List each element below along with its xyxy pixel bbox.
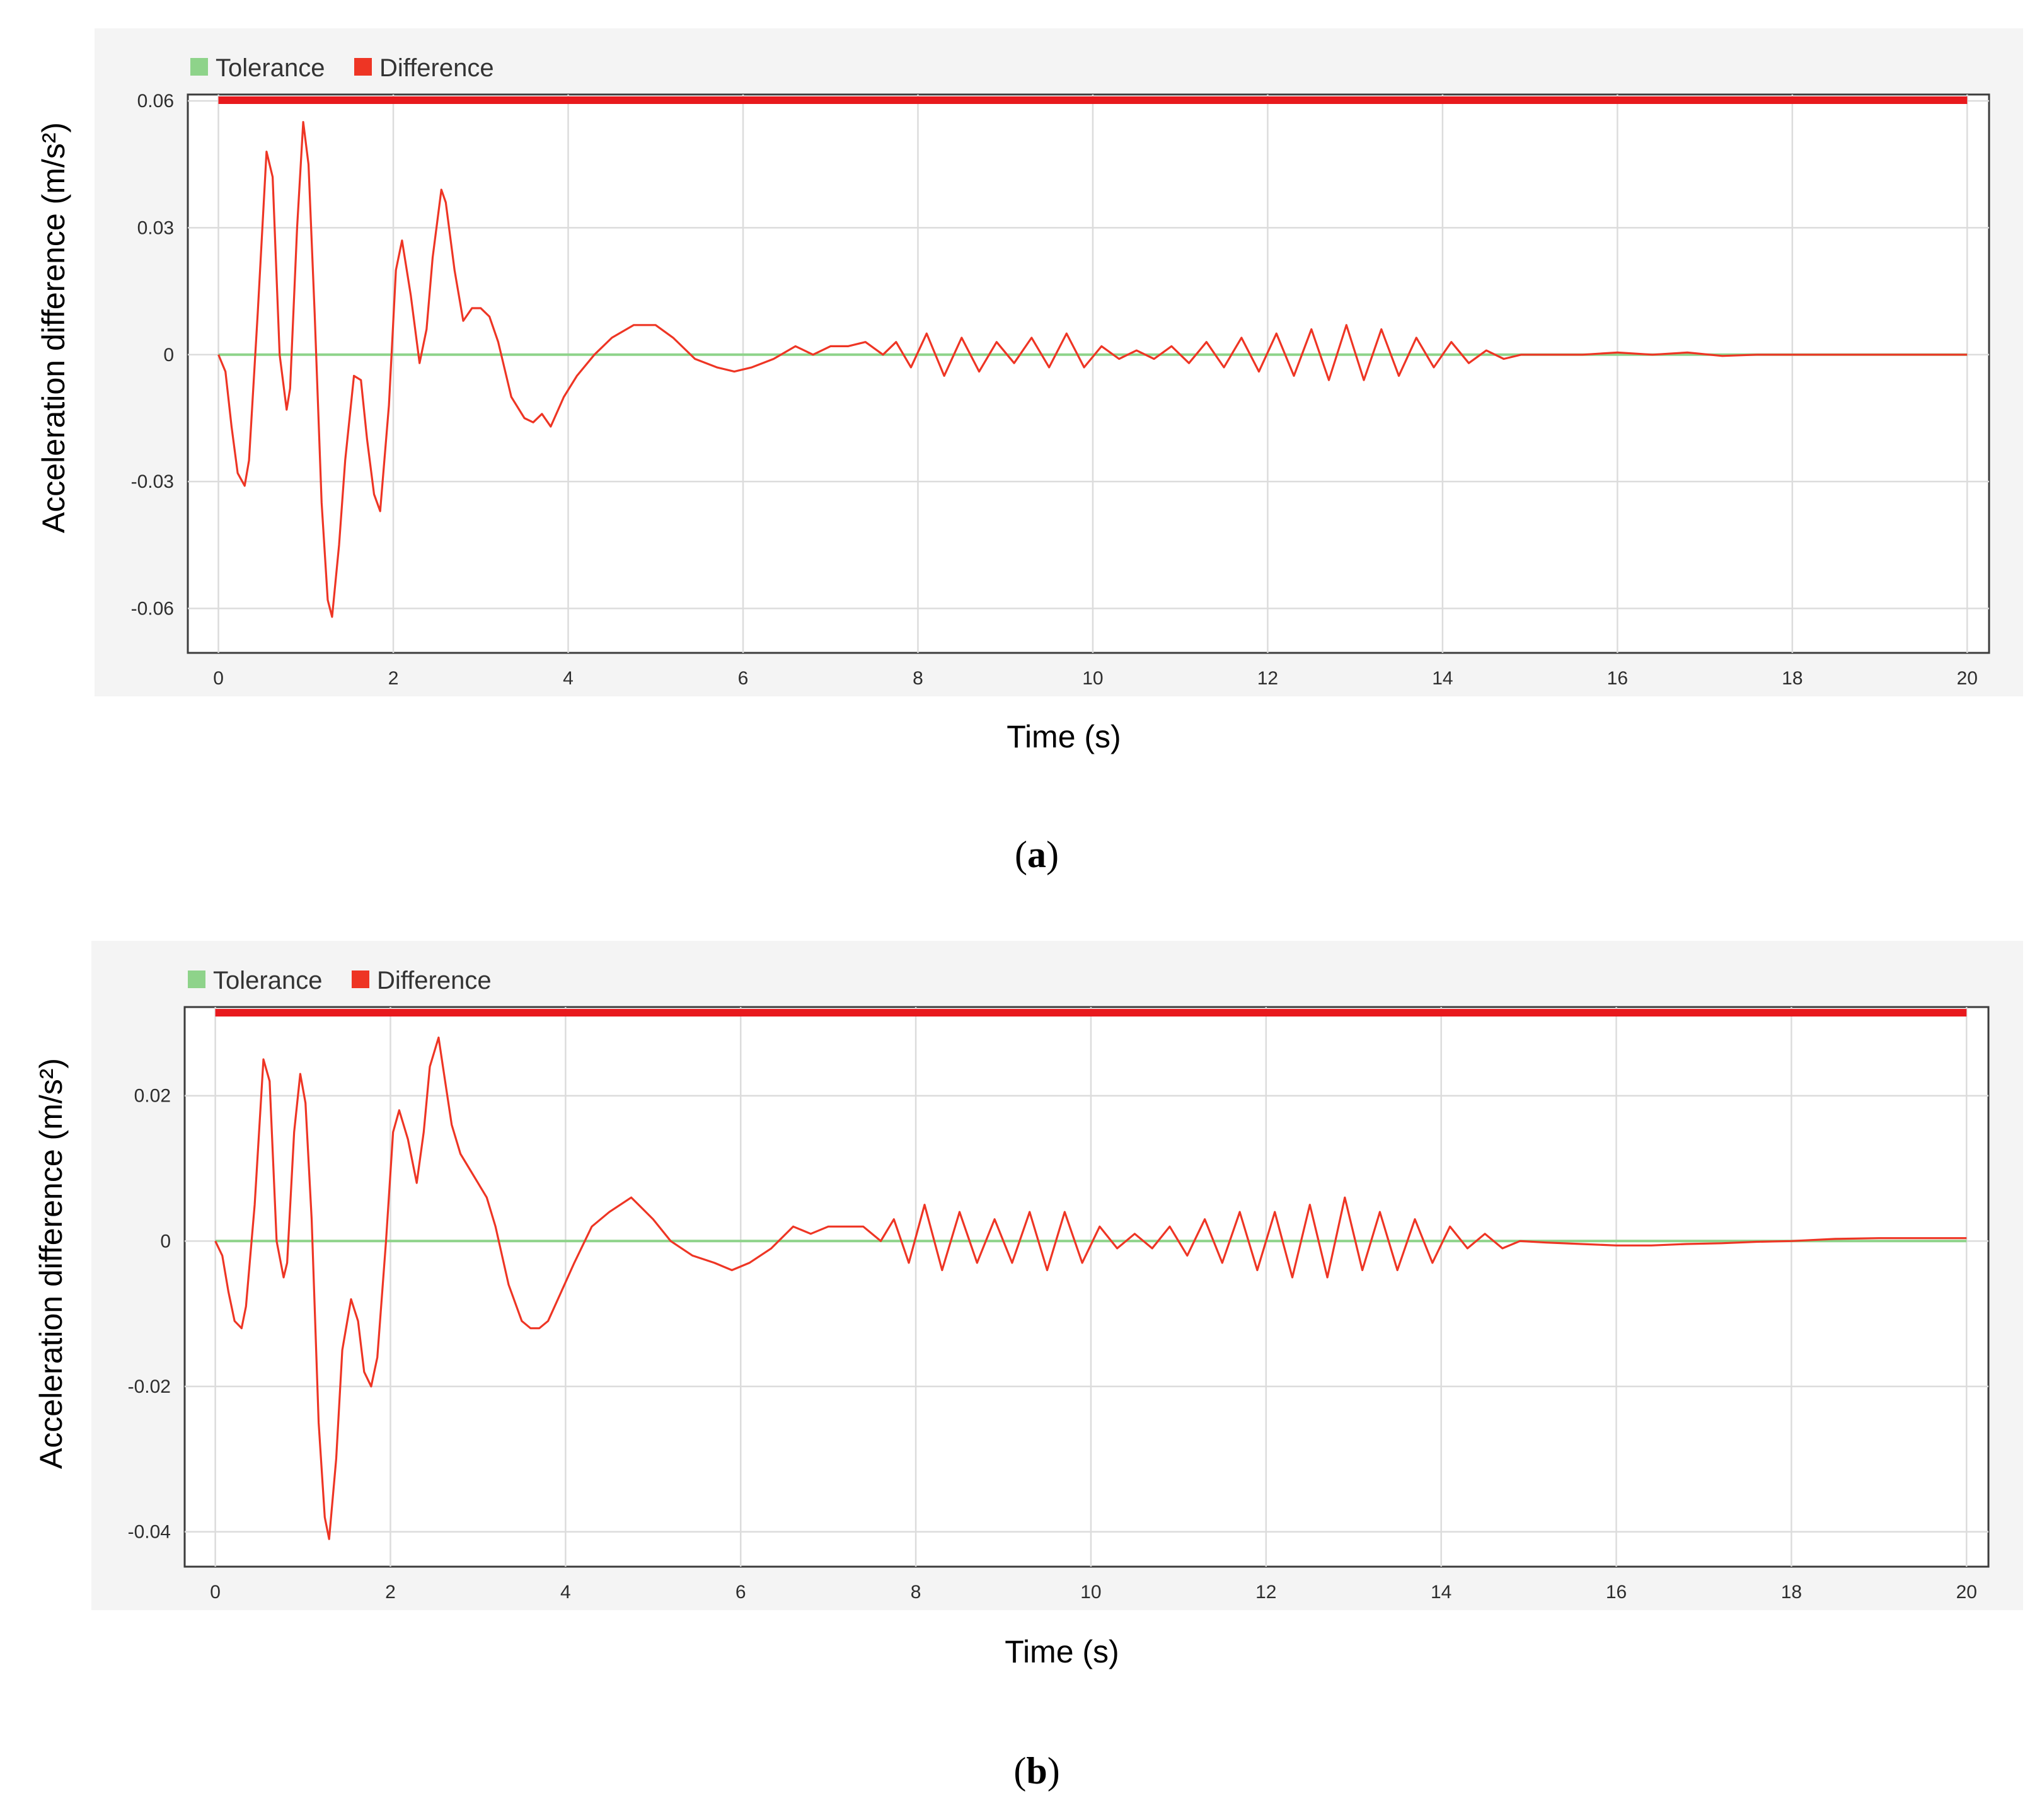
x-tick-label: 2 [385,1582,396,1603]
x-axis-title: Time (s) [1007,719,1121,754]
y-tick-label: -0.02 [128,1376,171,1397]
x-tick-label: 16 [1607,668,1628,689]
y-tick-label: 0.02 [134,1086,171,1107]
x-tick-label: 0 [213,668,224,689]
panel-caption-a: (a) [1015,834,1059,875]
legend-swatch-difference [354,58,372,76]
series-layer [217,121,1968,618]
x-tick-labels: 0 2 4 6 8 10 12 14 16 18 20 [210,1582,1977,1603]
legend-swatch-difference [352,970,369,988]
caption-letter: a [1027,834,1046,875]
tolerance-bar [215,1009,1967,1017]
y-tick-label: -0.04 [128,1522,171,1543]
legend: Tolerance Difference [188,967,492,994]
x-tick-label: 14 [1432,668,1453,689]
legend-label-difference: Difference [377,967,492,994]
tolerance-band [215,1009,1967,1017]
chart-panel-a: 0.06 0.03 0 -0.03 -0.06 0 2 4 6 8 10 12 14 16 18 20 To… [36,28,2023,875]
caption-close-paren: ) [1046,834,1059,875]
y-tick-label: 0.03 [137,217,174,238]
y-tick-labels: 0.02 0 -0.02 -0.04 [128,1086,171,1543]
series-line-difference [217,121,1968,618]
x-tick-label: 10 [1080,1582,1101,1603]
x-tick-label: 4 [563,668,574,689]
plot-area [183,1006,1990,1568]
x-tick-label: 8 [913,668,923,689]
y-tick-label: 0 [160,1231,171,1252]
x-tick-label: 12 [1255,1582,1276,1603]
x-tick-label: 6 [738,668,749,689]
y-tick-label: 0.06 [137,91,174,112]
x-tick-label: 16 [1606,1582,1627,1603]
legend-swatch-tolerance [190,58,208,76]
x-tick-label: 6 [735,1582,746,1603]
tolerance-band [218,96,1968,104]
x-tick-label: 4 [560,1582,571,1603]
legend-label-difference: Difference [379,54,494,82]
plot-area [187,93,1990,654]
legend: Tolerance Difference [190,54,494,82]
chart-panel-b: 0.02 0 -0.02 -0.04 0 2 4 6 8 10 12 14 16 18 20 Tolera… [33,941,2023,1792]
y-tick-labels: 0.06 0.03 0 -0.03 -0.06 [131,91,174,619]
caption-letter: b [1026,1750,1047,1792]
x-tick-label: 12 [1257,668,1278,689]
series-layer [214,1036,1967,1540]
y-axis-title: Acceleration difference (m/s²) [33,1058,69,1469]
tolerance-bar [218,96,1968,104]
x-tick-label: 20 [1957,668,1978,689]
legend-label-tolerance: Tolerance [213,967,322,994]
x-tick-labels: 0 2 4 6 8 10 12 14 16 18 20 [213,668,1978,689]
x-tick-label: 14 [1431,1582,1451,1603]
x-tick-label: 18 [1781,1582,1802,1603]
x-tick-label: 2 [388,668,399,689]
x-axis-title: Time (s) [1005,1634,1119,1669]
series-line-difference [214,1036,1967,1540]
x-tick-label: 0 [210,1582,221,1603]
legend-swatch-tolerance [188,970,205,988]
panel-caption-b: (b) [1013,1750,1059,1792]
caption-open-paren: ( [1013,1750,1026,1792]
y-tick-label: 0 [163,345,174,366]
y-tick-label: -0.03 [131,471,174,492]
caption-open-paren: ( [1015,834,1027,875]
caption-close-paren: ) [1047,1750,1060,1792]
y-tick-label: -0.06 [131,599,174,619]
x-tick-label: 10 [1082,668,1103,689]
x-tick-label: 20 [1956,1582,1977,1603]
y-axis-title: Acceleration difference (m/s²) [36,122,71,533]
x-tick-label: 18 [1782,668,1803,689]
legend-label-tolerance: Tolerance [216,54,325,82]
x-tick-label: 8 [911,1582,921,1603]
